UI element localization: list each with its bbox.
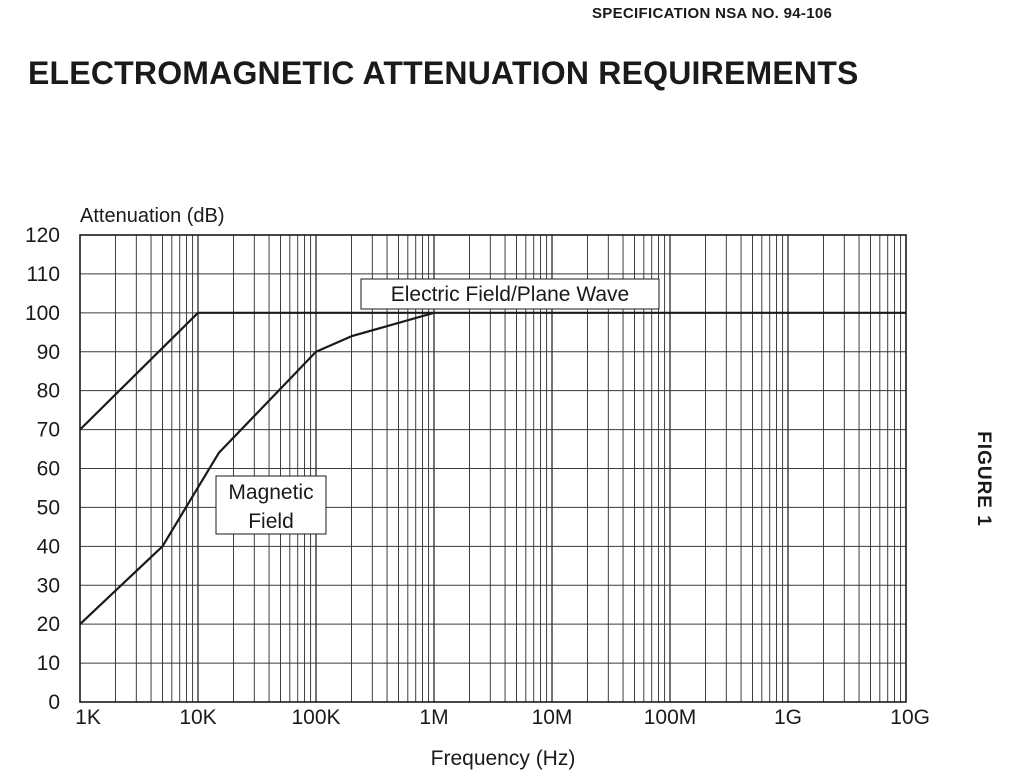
annotation-label: Electric Field/Plane Wave: [391, 283, 629, 306]
series-line: [79, 311, 906, 431]
y-tick-label: 80: [37, 380, 60, 403]
y-tick-label: 30: [37, 574, 60, 597]
annotation-box: [215, 475, 327, 535]
y-tick-label: 40: [37, 535, 60, 558]
spec-number: SPECIFICATION NSA NO. 94-106: [592, 5, 833, 22]
x-tick-label: 10G: [890, 706, 930, 729]
y-tick-label: 70: [37, 419, 60, 442]
y-tick-label: 120: [25, 224, 60, 247]
x-tick-label: 10M: [532, 706, 573, 729]
annotations: Electric Field/Plane Wave Magnetic Field: [215, 278, 660, 535]
y-tick-labels: 0 10 20 30 40 50 60 70 80 90 100 110 120: [25, 224, 60, 714]
x-tick-label: 100M: [644, 706, 697, 729]
x-tick-label: 1K: [75, 706, 101, 729]
annotation-label: Magnetic: [228, 481, 313, 504]
y-axis-label: Attenuation (dB): [80, 205, 225, 227]
annotation-box: [360, 278, 660, 310]
series-lines: [79, 311, 906, 625]
series-line: [79, 311, 435, 625]
y-tick-label: 110: [27, 263, 60, 286]
x-tick-label: 10K: [179, 706, 216, 729]
page-title: ELECTROMAGNETIC ATTENUATION REQUIREMENTS: [28, 55, 859, 91]
y-tick-label: 0: [48, 691, 60, 714]
x-tick-label: 100K: [291, 706, 340, 729]
y-tick-label: 20: [37, 613, 60, 636]
x-tick-labels: 1K 10K 100K 1M 10M 100M 1G 10G: [75, 706, 930, 729]
y-tick-label: 90: [37, 341, 60, 364]
x-axis-label: Frequency (Hz): [431, 747, 576, 770]
y-tick-label: 100: [25, 302, 60, 325]
plot-frame: [79, 234, 907, 703]
x-tick-label: 1G: [774, 706, 802, 729]
annotation-label: Field: [248, 510, 294, 533]
x-tick-label: 1M: [419, 706, 448, 729]
y-tick-label: 60: [37, 458, 60, 481]
y-tick-label: 10: [37, 652, 60, 675]
y-tick-label: 50: [37, 496, 60, 519]
